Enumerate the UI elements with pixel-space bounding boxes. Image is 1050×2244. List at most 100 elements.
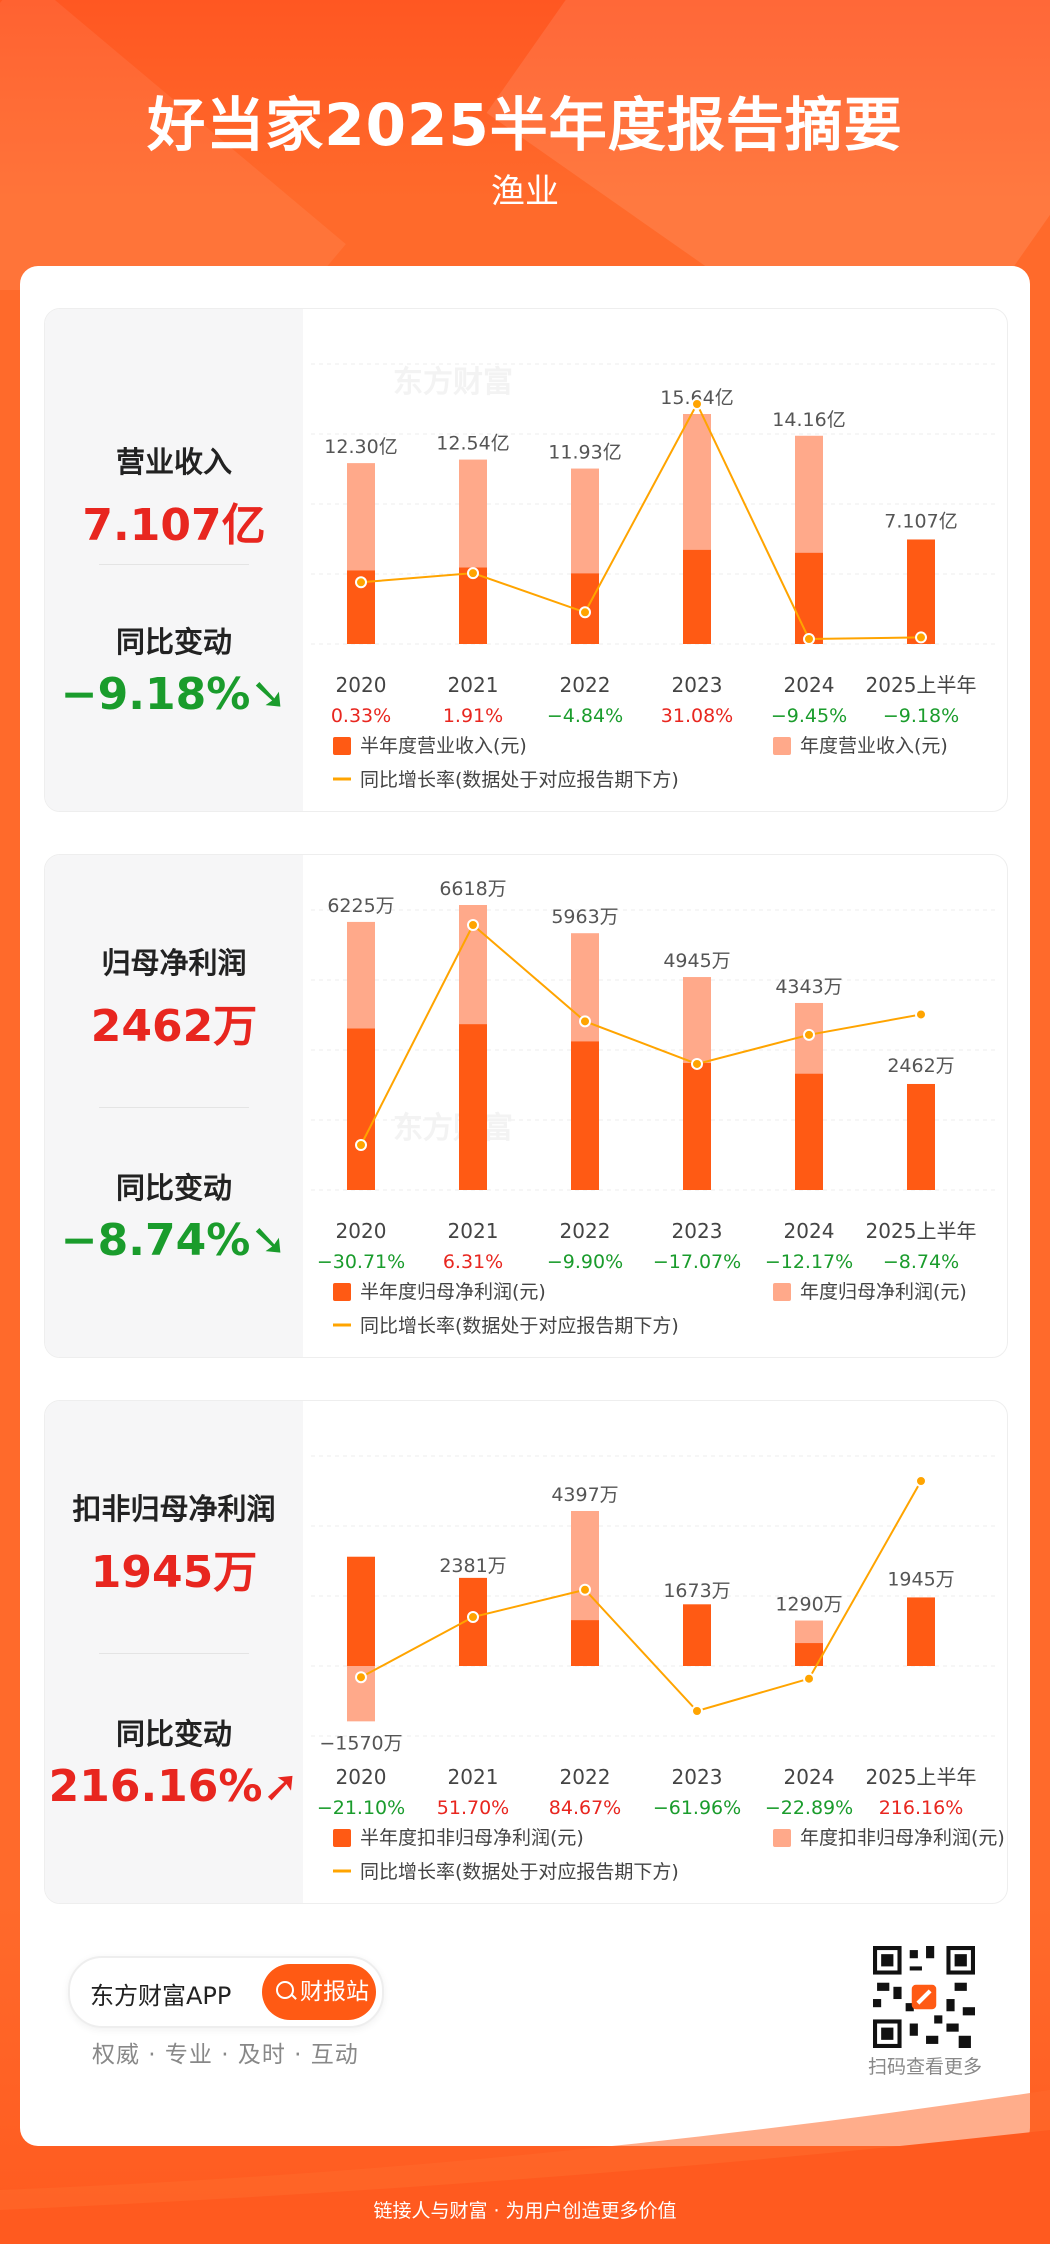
growth-label: −9.90%	[547, 1251, 623, 1273]
growth-point	[803, 1028, 815, 1041]
bar-annual-label: 14.16亿	[772, 409, 845, 431]
category-label: 2025上半年	[866, 1765, 977, 1789]
revenue-panel: 营业收入 7.107亿 同比变动 −9.18%➘ 东方财富 12.30亿 12.54…	[44, 308, 1008, 812]
growth-point	[915, 1008, 927, 1021]
net-profit-chart: 东方财富 6225万 6618万 5963万 4945万 4343万 2462万 2020 −3…	[311, 878, 999, 1337]
category-label: 2020	[336, 1219, 387, 1243]
legend-swatch-annual	[773, 1829, 791, 1847]
bar-half-year-label: 1945万	[887, 1568, 954, 1590]
watermark-text: 东方财富	[393, 1111, 513, 1146]
change-value: 216.16%➚	[45, 1761, 303, 1812]
page-subtitle: 渔业	[491, 172, 559, 212]
report-card: 营业收入 7.107亿 同比变动 −9.18%➘ 东方财富 12.30亿 12.54…	[20, 266, 1030, 2146]
change-text: −8.74%	[60, 1215, 251, 1266]
legend-swatch-half-year	[333, 1829, 351, 1847]
kpi-label: 营业收入	[115, 445, 232, 479]
growth-label: 51.70%	[437, 1797, 509, 1819]
hero-header: 好当家2025半年度报告摘要 渔业	[0, 0, 1050, 290]
bar-annual-label: 12.30亿	[324, 436, 397, 458]
change-value: −8.74%➘	[45, 1215, 303, 1266]
growth-label: 84.67%	[549, 1797, 621, 1819]
report-station-button[interactable]: 财报站	[262, 1964, 376, 2020]
net-profit-panel: 归母净利润 2462万 同比变动 −8.74%➘ 东方财富 6225万 6618万 5…	[44, 854, 1008, 1358]
category-label: 2022	[560, 1219, 611, 1243]
change-label: 同比变动	[115, 625, 232, 659]
growth-label: −4.84%	[547, 705, 623, 727]
legend-annual: 年度归母净利润(元)	[800, 1281, 967, 1303]
bar-half-year	[683, 1604, 711, 1666]
growth-point	[691, 398, 703, 410]
legend-half-year: 半年度归母净利润(元)	[360, 1281, 546, 1303]
watermark-text: 东方财富	[393, 365, 513, 400]
bar-annual-label: 4397万	[551, 1484, 618, 1506]
bar-half-year-label: 2462万	[887, 1055, 954, 1077]
bar-half-year	[459, 1024, 487, 1190]
growth-label: 31.08%	[661, 705, 733, 727]
category-label: 2022	[560, 1765, 611, 1789]
bar-annual-label: 6225万	[327, 895, 394, 917]
bar-half-year	[907, 1083, 935, 1190]
category-label: 2021	[448, 673, 499, 697]
category-label: 2025上半年	[866, 673, 977, 697]
kpi-label: 扣非归母净利润	[72, 1492, 276, 1526]
growth-point	[691, 1705, 703, 1717]
growth-point	[915, 631, 927, 644]
bar-half-year	[683, 549, 711, 644]
bar-annual-label: 4343万	[775, 976, 842, 998]
search-icon	[276, 1981, 294, 1999]
growth-label: −61.96%	[653, 1797, 741, 1819]
bar-half-year	[571, 1620, 599, 1666]
kpi-divider	[99, 564, 249, 565]
change-label: 同比变动	[115, 1171, 232, 1205]
arrow-down-icon: ➘	[250, 1215, 288, 1266]
bar-annual-label: −1570万	[319, 1732, 402, 1754]
deducted-profit-panel: 扣非归母净利润 1945万 同比变动 216.16%➚ −1570万 2381万 4…	[44, 1400, 1008, 1904]
slogan: 权威 · 专业 · 及时 · 互动	[92, 2042, 359, 2068]
category-label: 2020	[336, 673, 387, 697]
kpi-value: 7.107亿	[82, 500, 266, 551]
growth-label: −12.17%	[765, 1251, 853, 1273]
app-name: 东方财富APP	[90, 1982, 232, 2010]
change-value: −9.18%➘	[45, 669, 303, 720]
kpi-value: 1945万	[90, 1547, 258, 1598]
legend-growth: 同比增长率(数据处于对应报告期下方)	[360, 1861, 679, 1883]
kpi-value: 2462万	[90, 1001, 258, 1052]
growth-line	[360, 401, 922, 641]
growth-point	[467, 1611, 479, 1624]
category-label: 2025上半年	[866, 1219, 977, 1243]
growth-label: −17.07%	[653, 1251, 741, 1273]
category-label: 2024	[784, 673, 835, 697]
bar-half-year	[347, 1556, 375, 1666]
bar-half-year	[459, 567, 487, 644]
legend-annual: 年度扣非归母净利润(元)	[800, 1827, 1005, 1849]
legend-annual: 年度营业收入(元)	[800, 735, 948, 757]
growth-point	[579, 1015, 591, 1028]
growth-point	[691, 1057, 703, 1070]
qr-code[interactable]	[873, 1946, 975, 2048]
report-station-label: 财报站	[300, 1979, 369, 2005]
arrow-up-icon: ➚	[262, 1761, 300, 1812]
change-text: 216.16%	[48, 1761, 263, 1812]
bar-half-year	[795, 1073, 823, 1190]
change-label: 同比变动	[115, 1717, 232, 1751]
app-search-pill[interactable]: 东方财富APP 财报站	[68, 1956, 384, 2028]
category-label: 2024	[784, 1219, 835, 1243]
growth-point	[803, 633, 815, 645]
growth-point	[915, 1475, 927, 1487]
growth-point	[355, 576, 367, 589]
footer-tagline: 链接人与财富 · 为用户创造更多价值	[373, 2200, 677, 2222]
bar-half-year	[347, 1028, 375, 1190]
growth-label: −21.10%	[317, 1797, 405, 1819]
growth-point	[467, 919, 479, 931]
legend-half-year: 半年度扣非归母净利润(元)	[360, 1827, 584, 1849]
growth-label: −8.74%	[883, 1251, 959, 1273]
category-label: 2022	[560, 673, 611, 697]
bar-annual-label: 1673万	[663, 1580, 730, 1602]
page-title: 好当家2025半年度报告摘要	[147, 91, 903, 159]
growth-label: 6.31%	[443, 1251, 503, 1273]
category-label: 2020	[336, 1765, 387, 1789]
bar-half-year	[571, 1041, 599, 1190]
growth-point	[355, 1671, 367, 1684]
kpi-column: 营业收入 7.107亿 同比变动 −9.18%➘	[45, 309, 303, 811]
bar-half-year	[683, 1062, 711, 1190]
